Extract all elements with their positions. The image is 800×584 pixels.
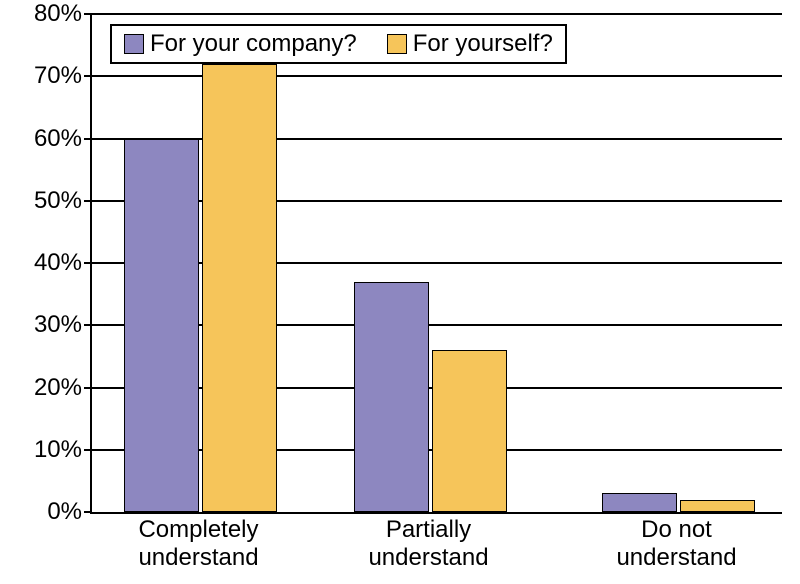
y-tick-label: 30% — [34, 311, 82, 339]
legend-label: For your company? — [150, 30, 357, 58]
y-tick — [84, 324, 92, 326]
legend-swatch — [124, 34, 144, 54]
legend-item: For your company? — [124, 30, 357, 58]
y-tick-label: 70% — [34, 62, 82, 90]
x-tick-label: Do not understand — [616, 516, 736, 571]
bar — [602, 493, 677, 512]
y-tick-label: 50% — [34, 187, 82, 215]
y-tick — [84, 138, 92, 140]
bar — [124, 139, 199, 513]
y-tick-label: 10% — [34, 436, 82, 464]
gridline — [92, 75, 782, 77]
legend: For your company? For yourself? — [110, 24, 567, 64]
y-tick — [84, 200, 92, 202]
y-tick — [84, 13, 92, 15]
y-tick — [84, 262, 92, 264]
gridline — [92, 13, 782, 15]
y-tick-label: 0% — [47, 498, 82, 526]
legend-item: For yourself? — [387, 30, 553, 58]
legend-swatch — [387, 34, 407, 54]
y-tick — [84, 387, 92, 389]
x-axis: Completely understand Partially understan… — [90, 516, 780, 582]
chart-container: 0% 10% 20% 30% 40% 50% 60% 70% 80% For your comp… — [0, 0, 800, 584]
bar — [354, 282, 429, 512]
y-tick-label: 60% — [34, 125, 82, 153]
y-tick-label: 80% — [34, 0, 82, 28]
legend-label: For yourself? — [413, 30, 553, 58]
y-tick — [84, 511, 92, 513]
x-tick-label: Partially understand — [368, 516, 488, 571]
bar — [680, 500, 755, 512]
bar — [202, 64, 277, 512]
bar — [432, 350, 507, 512]
plot-area: For your company? For yourself? — [90, 14, 782, 514]
y-tick-label: 20% — [34, 374, 82, 402]
x-tick-label: Completely understand — [138, 516, 258, 571]
y-tick — [84, 449, 92, 451]
y-tick-label: 40% — [34, 249, 82, 277]
y-tick — [84, 75, 92, 77]
y-axis: 0%10%20%30%40%50%60%70%80% — [0, 14, 82, 512]
